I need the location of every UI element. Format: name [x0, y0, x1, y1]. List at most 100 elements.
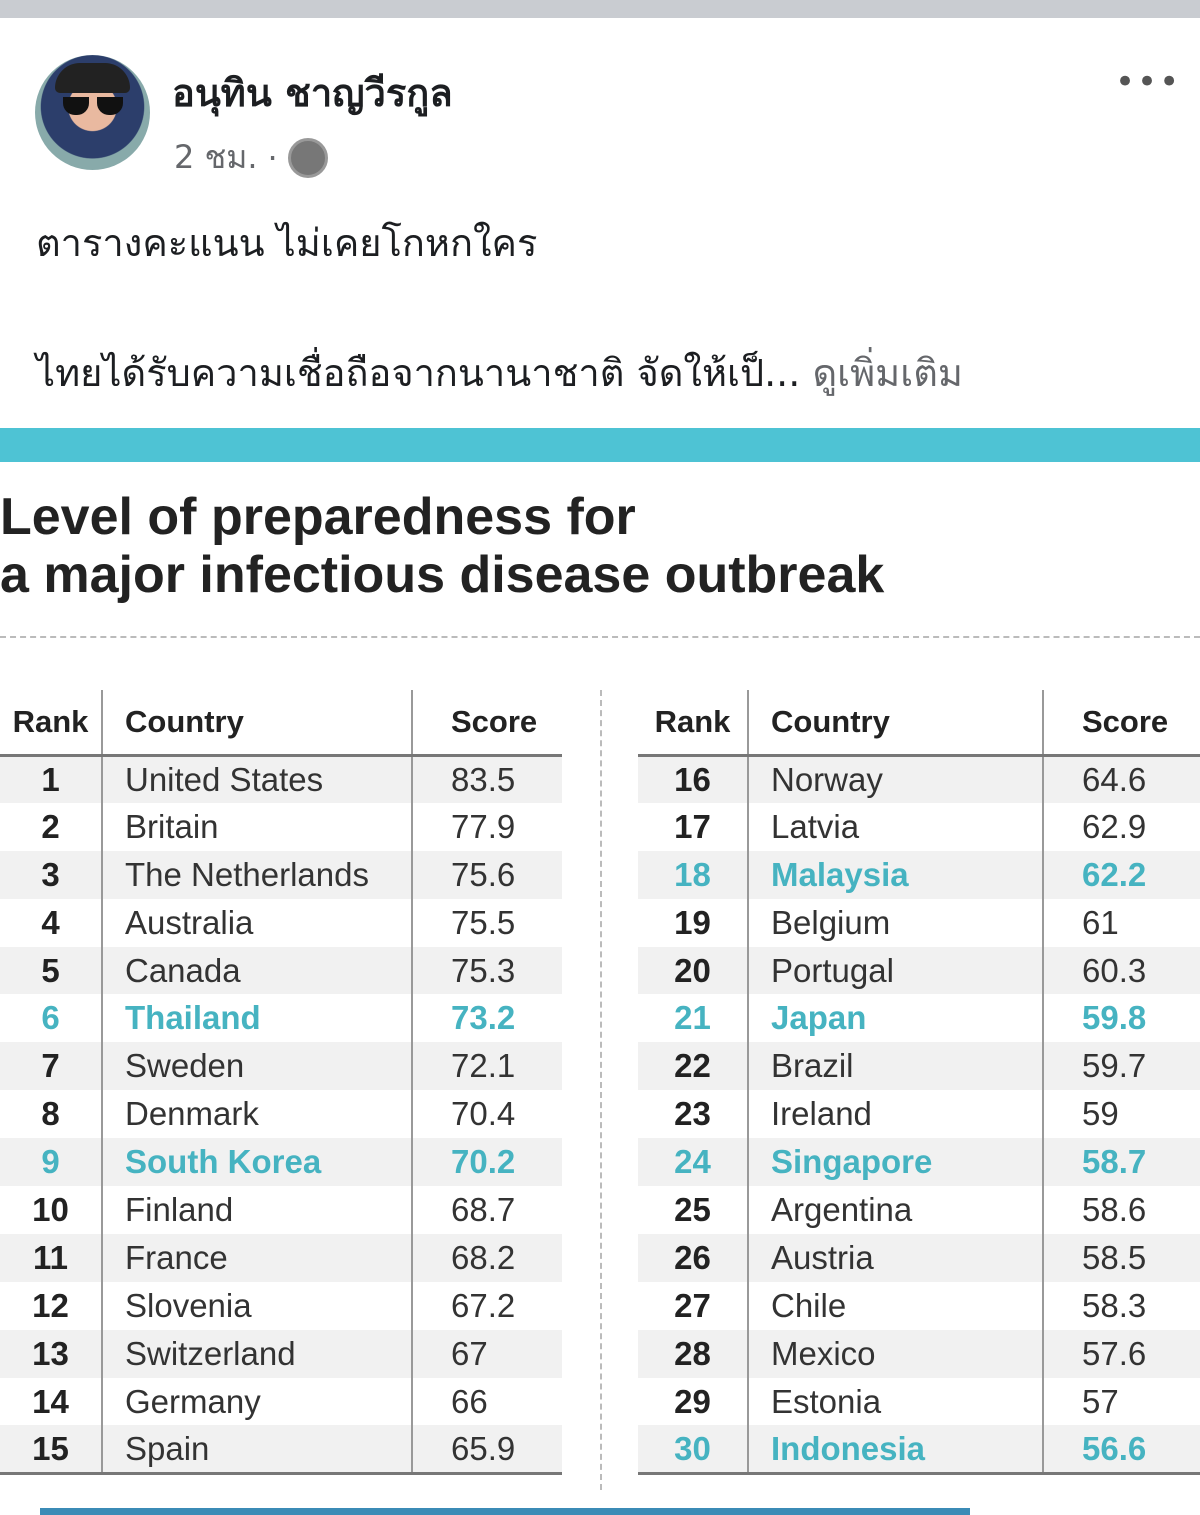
country-cell: Austria — [747, 1233, 1043, 1282]
vertical-dashed-divider — [600, 690, 602, 1490]
rank-cell: 15 — [0, 1425, 102, 1474]
author-avatar[interactable] — [35, 55, 150, 170]
score-cell: 59 — [1042, 1090, 1200, 1139]
table-row: 20 Portugal 60.3 — [638, 946, 1200, 995]
country-cell: Canada — [101, 946, 412, 995]
country-cell: Malaysia — [747, 850, 1043, 899]
rank-cell: 3 — [0, 850, 102, 899]
table-row: 3 The Netherlands 75.6 — [0, 850, 562, 899]
globe-icon — [287, 137, 328, 178]
more-options-button[interactable]: ••• — [1115, 62, 1182, 102]
table-row: 28 Mexico 57.6 — [638, 1329, 1200, 1378]
table-row: 1 United States 83.5 — [0, 755, 562, 803]
post-text-line1: ตารางคะแนน ไม่เคยโกหกใคร — [36, 221, 538, 265]
separator: · — [267, 138, 278, 177]
table-row: 8 Denmark 70.4 — [0, 1090, 562, 1139]
header-country: Country — [747, 690, 1043, 757]
rank-cell: 12 — [32, 1286, 69, 1324]
rank-cell: 9 — [0, 1138, 102, 1187]
table-row: 27 Chile 58.3 — [638, 1281, 1200, 1330]
rank-cell: 21 — [674, 999, 711, 1037]
score-cell: 61 — [1042, 898, 1200, 947]
score-cell: 57.6 — [1042, 1329, 1200, 1378]
table-row: 9 South Korea 70.2 — [0, 1138, 562, 1187]
rank-cell: 30 — [638, 1425, 748, 1474]
rank-cell: 13 — [0, 1329, 102, 1378]
table-row: 15 Spain 65.9 — [0, 1425, 562, 1474]
table-row: 6 Thailand 73.2 — [0, 994, 562, 1043]
table-row: 23 Ireland 59 — [638, 1090, 1200, 1139]
score-cell: 68.7 — [411, 1186, 562, 1234]
ranking-table-left: Rank Country Score 1 United States 83.5 2 Brit… — [0, 690, 562, 1475]
table-row: 30 Indonesia 56.6 — [638, 1425, 1200, 1474]
score-cell: 73.2 — [411, 994, 562, 1043]
score-cell: 59.8 — [1042, 994, 1200, 1043]
table-row: 5 Canada 75.3 — [0, 946, 562, 995]
header-rank: Rank — [0, 690, 102, 757]
table-row: 16 Norway 64.6 — [638, 755, 1200, 803]
country-cell: France — [101, 1233, 412, 1282]
country-cell: Chile — [747, 1281, 1043, 1330]
score-cell: 67 — [411, 1329, 562, 1378]
country-cell: Mexico — [747, 1329, 1043, 1378]
country-cell: Finland — [101, 1186, 412, 1234]
score-cell: 66 — [411, 1377, 562, 1426]
rank-cell: 11 — [0, 1233, 102, 1282]
rank-cell: 6 — [41, 999, 60, 1037]
country-cell: Estonia — [747, 1377, 1043, 1426]
table-row: 26 Austria 58.5 — [638, 1233, 1200, 1282]
rank-cell: 23 — [674, 1095, 711, 1133]
country-cell: South Korea — [101, 1138, 412, 1187]
rank-cell: 24 — [638, 1138, 748, 1187]
score-cell: 58.7 — [1042, 1138, 1200, 1187]
rank-cell: 16 — [638, 755, 748, 803]
title-line-1: Level of preparedness for — [0, 488, 636, 546]
rank-cell: 8 — [41, 1095, 60, 1133]
country-cell: Switzerland — [101, 1329, 412, 1378]
score-cell: 70.2 — [411, 1138, 562, 1187]
see-more-link[interactable]: ดูเพิ่มเติม — [812, 351, 963, 395]
score-cell: 62.2 — [1042, 850, 1200, 899]
table-row: 17 Latvia 62.9 — [638, 802, 1200, 851]
header-score: Score — [411, 690, 562, 757]
country-cell: United States — [101, 755, 412, 803]
table-row: 12 Slovenia 67.2 — [0, 1281, 562, 1330]
table-row: 14 Germany 66 — [0, 1377, 562, 1426]
ranking-table-right: Rank Country Score 16 Norway 64.6 17 Latvia 62.… — [638, 690, 1200, 1475]
score-cell: 59.7 — [1042, 1042, 1200, 1091]
table-row: 18 Malaysia 62.2 — [638, 850, 1200, 899]
table-row: 25 Argentina 58.6 — [638, 1186, 1200, 1234]
score-cell: 56.6 — [1042, 1425, 1200, 1474]
table-row: 11 France 68.2 — [0, 1233, 562, 1282]
score-cell: 75.6 — [411, 850, 562, 899]
rank-cell: 27 — [674, 1286, 711, 1324]
table-row: 7 Sweden 72.1 — [0, 1042, 562, 1091]
score-cell: 64.6 — [1042, 755, 1200, 803]
country-cell: Ireland — [747, 1090, 1043, 1139]
post-time[interactable]: 2 ชม. — [174, 138, 258, 176]
rank-cell: 10 — [32, 1190, 69, 1228]
score-cell: 58.5 — [1042, 1233, 1200, 1282]
country-cell: Germany — [101, 1377, 412, 1426]
rank-cell: 4 — [41, 903, 60, 941]
country-cell: Slovenia — [101, 1281, 412, 1330]
country-cell: Latvia — [747, 802, 1043, 851]
score-cell: 75.3 — [411, 946, 562, 995]
author-name[interactable]: อนุทิน ชาญวีรกูล — [172, 71, 453, 115]
table-row: 29 Estonia 57 — [638, 1377, 1200, 1426]
table-row: 21 Japan 59.8 — [638, 994, 1200, 1043]
rank-cell: 22 — [638, 1042, 748, 1091]
post-meta: 2 ชม. · — [174, 132, 328, 183]
header-country: Country — [101, 690, 412, 757]
header-score: Score — [1042, 690, 1200, 757]
accent-bar — [0, 428, 1200, 462]
rank-cell: 14 — [32, 1382, 69, 1420]
table-row: 19 Belgium 61 — [638, 898, 1200, 947]
country-cell: Thailand — [101, 994, 412, 1043]
country-cell: Argentina — [747, 1186, 1043, 1234]
score-cell: 72.1 — [411, 1042, 562, 1091]
score-cell: 70.4 — [411, 1090, 562, 1139]
rank-cell: 2 — [41, 807, 60, 845]
table-row: 13 Switzerland 67 — [0, 1329, 562, 1378]
rank-cell: 7 — [0, 1042, 102, 1091]
